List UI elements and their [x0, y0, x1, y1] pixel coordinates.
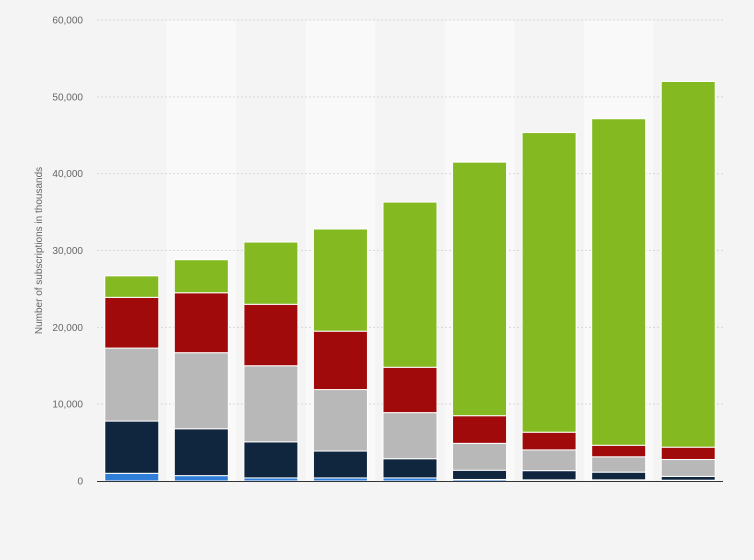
bar-segment — [521, 431, 577, 451]
bar-segment — [104, 275, 160, 298]
y-tick-label: 10,000 — [52, 400, 83, 411]
bar-segment — [521, 470, 577, 481]
bar-segment — [104, 347, 160, 422]
bar-segment — [104, 472, 160, 482]
bar-segment — [173, 352, 229, 430]
bar-segment — [452, 442, 508, 471]
tick-labels: 0 10,000 20,000 30,000 40,000 50,000 60,000 — [52, 16, 83, 488]
bar-segment — [312, 330, 368, 391]
bar-segment — [312, 228, 368, 332]
bar-segment — [173, 428, 229, 477]
bar-segment — [521, 449, 577, 472]
bar-segment — [382, 201, 438, 368]
bar-segment — [243, 241, 299, 305]
y-tick-label: 50,000 — [52, 92, 83, 103]
y-axis-title: Number of subscriptions in thousands — [34, 167, 45, 334]
bar-segment — [173, 259, 229, 294]
y-tick-label: 30,000 — [52, 246, 83, 257]
bars — [104, 80, 716, 482]
bar-segment — [243, 365, 299, 443]
bar-segment — [452, 415, 508, 444]
y-tick-label: 0 — [77, 477, 83, 488]
bar-segment — [452, 469, 508, 480]
bar-segment — [660, 80, 716, 448]
bar-segment — [660, 458, 716, 477]
bar-segment — [243, 303, 299, 367]
bar-segment — [104, 420, 160, 474]
bar-segment — [660, 475, 716, 481]
bar-segment — [521, 132, 577, 433]
bar-segment — [243, 441, 299, 479]
bar-segment — [173, 475, 229, 482]
bar-segment — [312, 450, 368, 479]
bar-segment — [382, 366, 438, 414]
bar-segment — [104, 296, 160, 349]
bar-segment — [452, 161, 508, 417]
bar-segment — [382, 412, 438, 460]
bar-segment — [591, 471, 647, 481]
y-tick-label: 40,000 — [52, 169, 83, 180]
bar-segment — [382, 458, 438, 479]
bar-segment — [173, 292, 229, 354]
bar-segment — [591, 444, 647, 458]
y-tick-label: 60,000 — [52, 16, 83, 27]
y-tick-label: 20,000 — [52, 323, 83, 334]
bar-segment — [660, 446, 716, 460]
bar-segment — [312, 389, 368, 452]
bar-segment — [591, 118, 647, 446]
bar-segment — [591, 456, 647, 473]
